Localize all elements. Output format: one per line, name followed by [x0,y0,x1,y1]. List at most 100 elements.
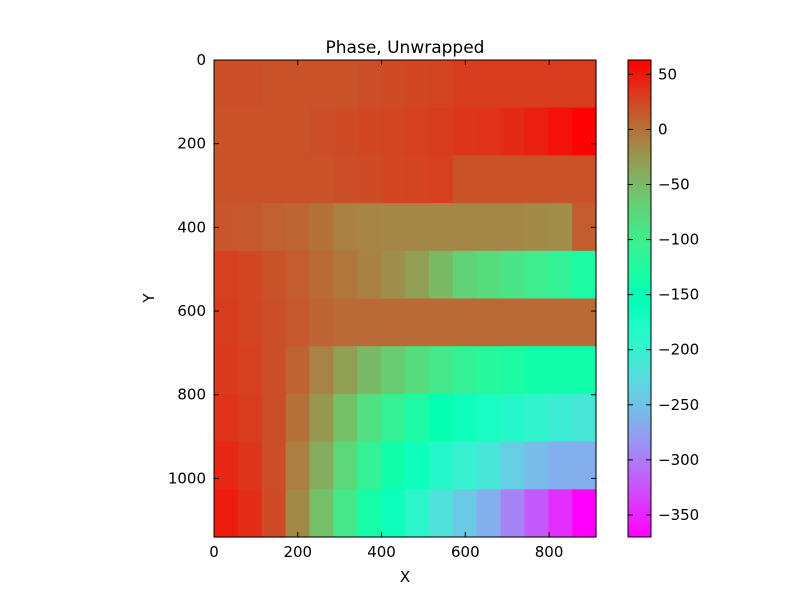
x-tick-label: 200 [283,543,312,561]
heatmap-cell [500,60,525,109]
heatmap-cell [214,346,239,395]
heatmap-cell [548,346,573,395]
heatmap-cell [285,393,311,443]
colorbar-tick-label: 50 [658,65,677,83]
heatmap-cell [572,393,597,443]
y-axis-ticks: 0 200 400 600 800 1000 [168,51,596,487]
heatmap-cell [309,489,334,538]
heatmap-cell [572,155,597,204]
heatmap-cell [333,107,358,156]
heatmap-cell [572,60,597,109]
heatmap-cell [381,393,406,443]
chart-title: Phase, Unwrapped [326,38,485,58]
heatmap-cell [524,298,549,347]
heatmap-cell [237,203,263,252]
heatmap-cell [548,489,573,538]
heatmap-cell [572,489,597,538]
heatmap-cell [500,346,525,395]
heatmap-cell [405,489,430,538]
heatmap-cell [476,107,502,156]
heatmap-cell [428,393,454,443]
heatmap-cell [500,298,525,347]
heatmap-cell [237,441,263,490]
heatmap-cell [214,250,239,300]
colorbar-tick-label: −350 [658,506,699,524]
y-tick-label: 1000 [168,469,206,487]
heatmap-cell [333,441,358,490]
heatmap-cell [333,298,358,347]
heatmap-cell [357,107,382,156]
heatmap-cell [261,298,287,347]
heatmap-cell [285,203,311,252]
colorbar-tick-label: 0 [658,120,668,138]
heatmap-cell [476,60,502,109]
heatmap-cell [500,441,525,490]
heatmap-cell [405,346,430,395]
heatmap-cell [452,441,478,490]
colorbar-tick-label: −150 [658,286,699,304]
heatmap-cell [452,107,478,156]
heatmap-cell [285,298,311,347]
heatmap-cell [381,155,406,204]
heatmap-cell [261,60,287,109]
heatmap-cell [261,489,287,538]
heatmap-cell [452,60,478,109]
heatmap-cell [572,346,597,395]
plot-frame [213,59,597,538]
heatmap-cell [524,203,549,252]
heatmap-cell [476,250,502,300]
x-tick-label: 800 [535,543,564,561]
heatmap-cell [333,203,358,252]
heatmap-cell [237,489,263,538]
heatmap-cell [476,393,502,443]
heatmap-cell [237,60,263,109]
heatmap-cell [381,489,406,538]
heatmap-cell [237,393,263,443]
heatmap-cell [476,155,502,204]
heatmap-cell [214,107,239,156]
heatmap-cell [405,107,430,156]
heatmap-cell [357,298,382,347]
heatmap-cell [428,441,454,490]
heatmap-cell [452,489,478,538]
heatmap-cell [261,107,287,156]
colorbar [627,59,652,538]
heatmap-cell [214,298,239,347]
heatmap-cell [524,489,549,538]
heatmap-cell [285,60,311,109]
heatmap-cell [357,60,382,109]
heatmap-cell [572,298,597,347]
heatmap-cell [214,441,239,490]
heatmap-cell [309,441,334,490]
heatmap-cell [405,250,430,300]
heatmap-cell [381,203,406,252]
y-tick-label: 800 [177,386,206,404]
heatmap-cell [237,250,263,300]
heatmap-cell [548,203,573,252]
heatmap-cell [357,393,382,443]
heatmap-cell [357,250,382,300]
heatmap-cell [476,346,502,395]
heatmap-cell [285,250,311,300]
y-tick-label: 200 [177,135,206,153]
heatmap-cell [476,298,502,347]
heatmap-cell [309,250,334,300]
heatmap-cell [428,60,454,109]
heatmap-cell [309,60,334,109]
heatmap-cell [333,489,358,538]
heatmap-cell [333,393,358,443]
heatmap-cells [214,60,597,538]
heatmap-cell [214,60,239,109]
heatmap-cell [237,298,263,347]
heatmap-cell [261,346,287,395]
heatmap-cell [214,489,239,538]
heatmap-cell [428,155,454,204]
heatmap-cell [500,393,525,443]
heatmap-cell [548,393,573,443]
heatmap-cell [309,155,334,204]
heatmap-cell [285,441,311,490]
colorbar-tick-label: −100 [658,231,699,249]
heatmap-cell [428,107,454,156]
colorbar-tick-label: −50 [658,175,690,193]
